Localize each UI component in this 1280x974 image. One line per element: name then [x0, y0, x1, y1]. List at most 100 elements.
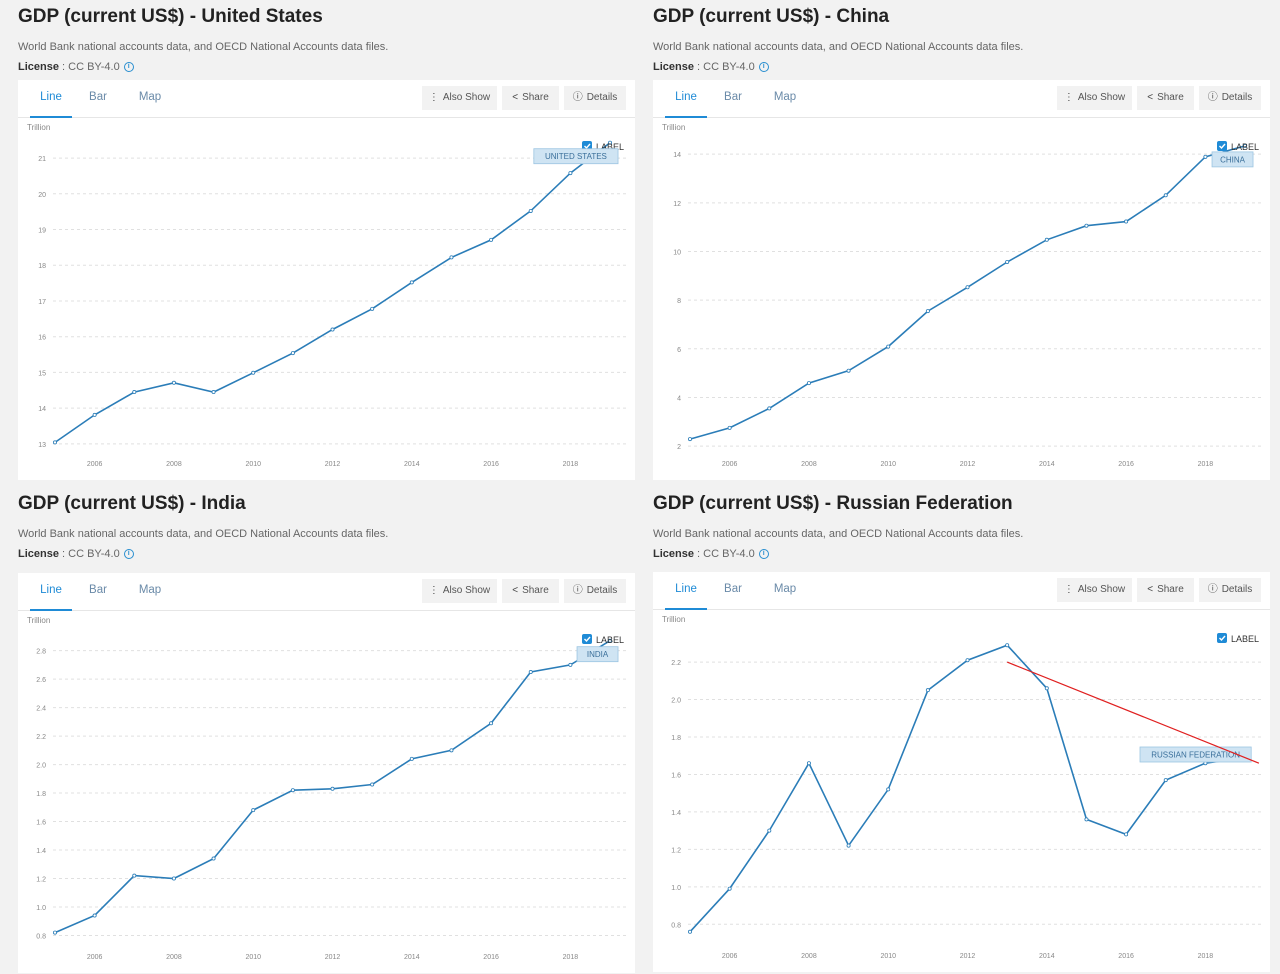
tab-line[interactable]: Line — [665, 572, 707, 610]
data-point — [330, 327, 335, 332]
x-tick-label: 2018 — [1198, 461, 1214, 468]
source-text: World Bank national accounts data, and O… — [653, 528, 1024, 540]
details-button[interactable]: ⓘ Details — [564, 579, 626, 603]
y-tick-label: 15 — [38, 370, 46, 377]
tab-line[interactable]: Line — [665, 80, 707, 118]
data-point — [489, 237, 494, 242]
chart-tabs: Line Bar Map ⋮ Also Show < Share ⓘ Details — [18, 80, 635, 118]
source-text: World Bank national accounts data, and O… — [18, 41, 389, 53]
info-icon[interactable]: i — [123, 62, 134, 73]
info-icon[interactable]: i — [123, 549, 134, 560]
source-text: World Bank national accounts data, and O… — [18, 528, 389, 540]
more-vertical-icon: ⋮ — [428, 92, 439, 103]
tab-line[interactable]: Line — [30, 80, 72, 118]
data-point — [1084, 223, 1089, 228]
x-tick-label: 2016 — [1118, 461, 1134, 468]
data-point — [449, 748, 454, 753]
license-row: License : CC BY-4.0 i — [653, 61, 769, 73]
y-tick-label: 0.8 — [36, 933, 46, 940]
data-point — [132, 390, 137, 395]
chart-tabs: Line Bar Map ⋮ Also Show < Share ⓘ Details — [653, 572, 1270, 610]
share-button[interactable]: < Share — [502, 579, 559, 603]
x-tick-label: 2006 — [722, 953, 738, 960]
y-unit-label: Trillion — [27, 123, 50, 132]
license-label: License — [653, 548, 694, 560]
license-value: : CC BY-4.0 — [697, 61, 755, 73]
y-unit-label: Trillion — [662, 615, 685, 624]
data-point — [846, 843, 851, 848]
license-value: : CC BY-4.0 — [697, 548, 755, 560]
tab-map[interactable]: Map — [138, 584, 162, 596]
data-point — [886, 344, 891, 349]
y-tick-label: 0.8 — [671, 922, 681, 929]
data-point — [688, 929, 693, 934]
label-toggle: LABEL — [596, 635, 624, 645]
info-icon[interactable]: i — [758, 549, 769, 560]
y-tick-label: 2.2 — [671, 660, 681, 667]
y-tick-label: 1.8 — [36, 791, 46, 798]
x-tick-label: 2010 — [245, 461, 261, 468]
tab-map[interactable]: Map — [773, 91, 797, 103]
y-tick-label: 2.6 — [36, 677, 46, 684]
info-circle-icon: ⓘ — [572, 585, 583, 596]
share-button[interactable]: < Share — [1137, 86, 1194, 110]
line-chart: Trillion 0.8 1.0 1.2 1.4 1.6 1.8 2.0 2.2 2006 2008… — [662, 615, 1263, 960]
x-tick-label: 2008 — [801, 953, 817, 960]
y-tick-label: 10 — [673, 249, 681, 256]
chart-tabs: Line Bar Map ⋮ Also Show < Share ⓘ Details — [653, 80, 1270, 118]
also-show-button[interactable]: ⋮ Also Show — [422, 86, 497, 110]
tab-map[interactable]: Map — [773, 583, 797, 595]
data-point — [965, 285, 970, 290]
tab-bar[interactable]: Bar — [724, 91, 742, 103]
data-point — [370, 306, 375, 311]
tab-bar[interactable]: Bar — [89, 584, 107, 596]
data-point — [409, 756, 414, 761]
data-point — [608, 638, 613, 643]
details-button[interactable]: ⓘ Details — [1199, 86, 1261, 110]
y-tick-label: 6 — [677, 347, 681, 354]
tab-bar[interactable]: Bar — [89, 91, 107, 103]
details-button[interactable]: ⓘ Details — [564, 86, 626, 110]
data-point — [1005, 643, 1010, 648]
line-chart: Trillion 0.8 1.0 1.2 1.4 1.6 1.8 2.0 2.2 2.4 2.6 2.… — [27, 616, 628, 961]
annotation-line — [1006, 661, 1260, 764]
data-point — [290, 351, 295, 356]
also-show-button[interactable]: ⋮ Also Show — [1057, 86, 1132, 110]
also-show-button[interactable]: ⋮ Also Show — [422, 579, 497, 603]
checkmark-icon — [1219, 635, 1226, 642]
info-circle-icon: ⓘ — [1207, 584, 1218, 595]
details-button[interactable]: ⓘ Details — [1199, 578, 1261, 602]
y-tick-label: 1.8 — [671, 735, 681, 742]
tab-bar[interactable]: Bar — [724, 583, 742, 595]
tab-line[interactable]: Line — [30, 573, 72, 611]
chart-tabs: Line Bar Map ⋮ Also Show < Share ⓘ Details — [18, 573, 635, 611]
panel-title: GDP (current US$) - Russian Federation — [653, 493, 1013, 514]
y-unit-label: Trillion — [662, 123, 685, 132]
data-point — [92, 913, 97, 918]
share-button[interactable]: < Share — [1137, 578, 1194, 602]
data-point — [1163, 778, 1168, 783]
label-toggle: LABEL — [596, 142, 624, 152]
chart-card: Line Bar Map ⋮ Also Show < Share ⓘ Details … — [653, 80, 1270, 480]
also-show-label: Also Show — [442, 585, 491, 596]
data-point — [1163, 193, 1168, 198]
info-icon[interactable]: i — [758, 62, 769, 73]
series-line — [54, 640, 611, 934]
more-vertical-icon: ⋮ — [1063, 92, 1074, 103]
series-label-box — [1139, 746, 1252, 763]
data-point — [925, 688, 930, 693]
license-label: License — [653, 61, 694, 73]
share-icon: < — [1147, 584, 1154, 595]
data-point — [1044, 237, 1049, 242]
also-show-button[interactable]: ⋮ Also Show — [1057, 578, 1132, 602]
data-point — [1124, 219, 1129, 224]
share-label: Share — [1157, 584, 1184, 595]
series-label: UNITED STATES — [545, 152, 607, 161]
tab-map[interactable]: Map — [138, 91, 162, 103]
y-tick-label: 2.0 — [671, 698, 681, 705]
share-button[interactable]: < Share — [502, 86, 559, 110]
y-tick-label: 2 — [677, 444, 681, 451]
label-checkbox-icon — [1217, 141, 1227, 151]
checkmark-icon — [1219, 143, 1226, 150]
label-checkbox-icon — [1217, 633, 1227, 643]
